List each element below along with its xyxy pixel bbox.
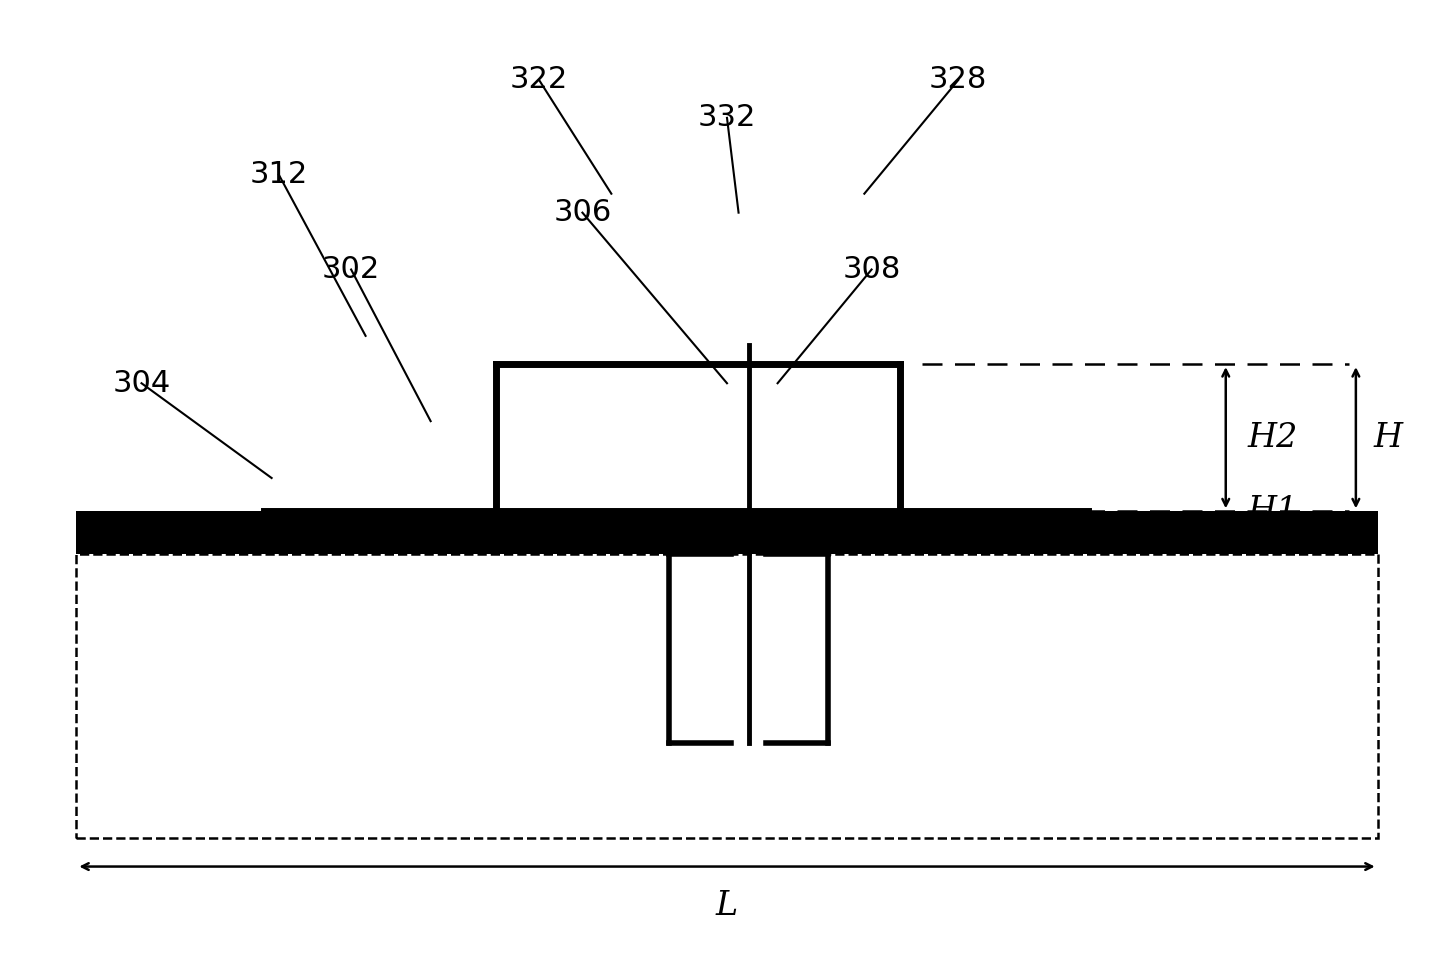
Bar xyxy=(77,511,1377,554)
Text: 332: 332 xyxy=(698,103,756,132)
Text: H2: H2 xyxy=(1248,422,1298,454)
Text: H1: H1 xyxy=(1248,495,1298,527)
Text: L: L xyxy=(715,890,739,923)
Text: 302: 302 xyxy=(321,255,381,284)
Text: 312: 312 xyxy=(250,161,308,189)
Text: 304: 304 xyxy=(112,369,170,398)
Bar xyxy=(496,364,900,511)
Text: 306: 306 xyxy=(554,198,612,228)
Text: 322: 322 xyxy=(510,65,569,95)
Text: 308: 308 xyxy=(842,255,901,284)
Text: H: H xyxy=(1373,422,1402,454)
Bar xyxy=(77,554,1377,838)
Text: 328: 328 xyxy=(929,65,987,95)
